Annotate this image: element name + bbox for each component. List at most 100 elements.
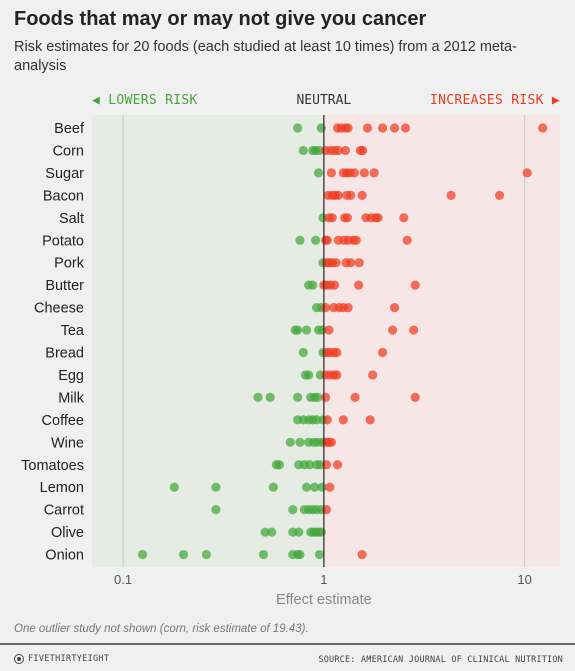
category-label: Beef	[54, 121, 85, 137]
data-point	[346, 258, 356, 268]
data-point	[342, 213, 353, 223]
data-point	[322, 415, 332, 425]
data-point	[333, 190, 343, 200]
data-point	[369, 168, 379, 178]
data-point	[326, 168, 336, 178]
data-point	[349, 168, 360, 178]
data-point	[313, 168, 324, 178]
category-label: Onion	[45, 548, 84, 564]
data-point	[331, 258, 341, 268]
footnote: One outlier study not shown (corn, risk …	[14, 623, 309, 635]
brand-logo: FIVETHIRTYEIGHT	[14, 654, 109, 664]
chart-title: Foods that may or may not give you cance…	[14, 8, 427, 30]
data-point	[320, 392, 331, 402]
data-point	[368, 370, 378, 380]
data-point	[314, 549, 325, 560]
data-point	[293, 392, 303, 402]
fivethirtyeight-icon	[14, 654, 24, 664]
data-point	[332, 370, 342, 380]
data-point	[301, 325, 312, 335]
category-label: Olive	[51, 525, 84, 541]
category-label: Milk	[58, 390, 85, 406]
x-tick-label: 10	[517, 572, 531, 587]
data-point	[373, 213, 383, 223]
data-point	[312, 415, 322, 425]
data-point	[305, 460, 315, 470]
data-point	[329, 280, 340, 290]
category-label: Cheese	[34, 301, 84, 317]
data-point	[350, 392, 360, 402]
data-point	[338, 415, 348, 425]
data-point	[357, 549, 367, 560]
data-point	[538, 123, 548, 133]
data-point	[410, 280, 420, 290]
data-point	[332, 347, 342, 358]
lowers-risk-text: LOWERS RISK	[108, 93, 197, 108]
data-point	[340, 145, 350, 156]
data-point	[295, 549, 305, 560]
data-point	[201, 549, 212, 560]
data-point	[351, 235, 361, 245]
data-point	[294, 527, 304, 537]
data-point	[295, 437, 305, 447]
increases-risk-label: INCREASES RISK ▶	[430, 93, 560, 108]
scatter-chart: ◀ LOWERS RISK NEUTRAL INCREASES RISK ▶ Beef…	[21, 93, 560, 608]
data-point	[268, 482, 278, 492]
data-point	[320, 303, 331, 313]
data-point	[399, 213, 409, 223]
data-point	[410, 392, 420, 402]
source-credit: SOURCE: AMERICAN JOURNAL OF CLINICAL NUT…	[318, 655, 563, 665]
data-point	[354, 258, 364, 268]
data-point	[322, 235, 332, 245]
data-point	[312, 392, 323, 402]
data-point	[298, 145, 308, 156]
category-label: Potato	[42, 233, 84, 249]
data-point	[267, 527, 277, 537]
category-label: Bacon	[43, 188, 84, 204]
data-point	[211, 505, 221, 515]
data-point	[409, 325, 419, 335]
right-arrow-icon: ▶	[552, 93, 560, 108]
data-point	[260, 527, 270, 537]
data-point	[494, 190, 505, 200]
data-point	[137, 549, 148, 560]
category-label: Tomatoes	[21, 458, 84, 474]
category-label: Bread	[45, 346, 84, 362]
category-label: Pork	[54, 256, 85, 272]
footer-divider	[0, 643, 575, 645]
x-tick-label: 1	[320, 572, 327, 587]
category-label: Sugar	[45, 166, 84, 182]
data-point	[285, 437, 295, 447]
data-point	[446, 190, 456, 200]
data-point	[178, 549, 189, 560]
data-point	[389, 123, 400, 133]
left-arrow-icon: ◀	[92, 93, 108, 108]
data-point	[288, 505, 298, 515]
data-point	[293, 325, 303, 335]
data-point	[522, 168, 532, 178]
increases-risk-text: INCREASES RISK	[430, 93, 552, 108]
data-point	[325, 482, 335, 492]
data-point	[377, 347, 388, 358]
category-label: Butter	[45, 278, 84, 294]
chart-subtitle: Risk estimates for 20 foods (each studie…	[14, 39, 517, 74]
category-label: Lemon	[40, 480, 84, 496]
data-point	[293, 123, 303, 133]
data-point	[333, 145, 343, 156]
data-point	[343, 303, 353, 313]
data-point	[169, 482, 179, 492]
data-point	[346, 190, 356, 200]
data-point	[274, 460, 284, 470]
category-label: Corn	[53, 143, 84, 159]
data-point	[324, 325, 334, 335]
data-point	[389, 303, 400, 313]
data-point	[295, 235, 305, 245]
neutral-label: NEUTRAL	[296, 93, 351, 108]
increases-risk-zone	[323, 115, 560, 567]
lowers-risk-zone	[92, 115, 324, 567]
data-point	[400, 123, 411, 133]
data-point	[354, 280, 364, 290]
data-point	[359, 168, 369, 178]
category-label: Coffee	[42, 413, 84, 429]
data-point	[365, 415, 375, 425]
